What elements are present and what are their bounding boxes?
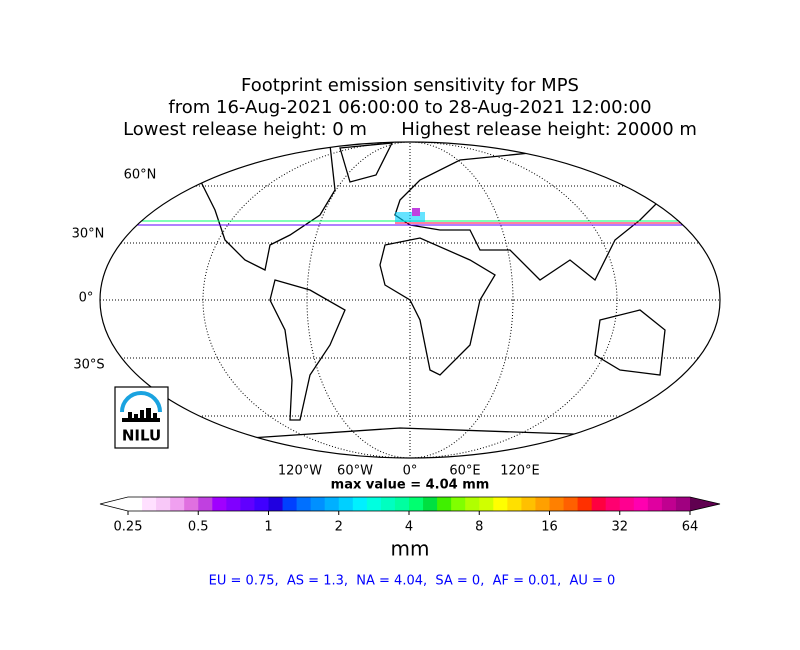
- lat-label: 30°N: [72, 227, 105, 242]
- lon-label: 60°W: [337, 464, 373, 479]
- lon-label: 60°E: [449, 464, 480, 479]
- colorbar-segment: [591, 497, 607, 511]
- colorbar-segment: [633, 497, 649, 511]
- greenland: [339, 142, 394, 183]
- colorbar-segment: [549, 497, 565, 511]
- colorbar-tick-label: 0.25: [114, 520, 143, 535]
- colorbar-segment: [493, 497, 508, 511]
- colorbar-segment: [465, 497, 480, 511]
- colorbar-tick-label: 1: [264, 520, 272, 535]
- colorbar-segment: [394, 497, 410, 511]
- map: [100, 142, 720, 458]
- footer-text: EU = 0.75, AS = 1.3, NA = 4.04, SA = 0, …: [209, 574, 616, 589]
- colorbar-segment: [366, 497, 382, 511]
- colorbar-segment: [296, 497, 312, 511]
- meridian: [306, 142, 514, 458]
- colorbar-tick-label: 4: [405, 520, 413, 535]
- colorbar-segment: [661, 497, 677, 511]
- colorbar-segment: [268, 497, 284, 511]
- colorbar-segment: [451, 497, 466, 511]
- title-line: Lowest release height: 0 m Highest relea…: [123, 119, 697, 140]
- lat-label: 0°: [79, 291, 94, 306]
- colorbar-tick-label: 16: [541, 520, 558, 535]
- colorbar-segment: [647, 497, 663, 511]
- colorbar-segment: [563, 497, 579, 511]
- colorbar-segment: [479, 497, 494, 511]
- map-border: [99, 141, 721, 459]
- colorbar-segment: [535, 497, 550, 511]
- colorbar-segment: [409, 497, 424, 511]
- colorbar-segment: [240, 497, 255, 511]
- footprint-streaks: [125, 208, 690, 226]
- colorbar-segment: [184, 497, 199, 511]
- colorbar-segment: [212, 497, 227, 511]
- title-line: Footprint emission sensitivity for MPS: [241, 75, 579, 96]
- colorbar-segment: [380, 497, 396, 511]
- colorbar-segment: [282, 497, 298, 511]
- colorbar-tick-label: 64: [682, 520, 699, 535]
- south-america: [269, 279, 346, 421]
- colorbar-segment: [170, 497, 185, 511]
- africa: [379, 237, 496, 376]
- title-line: from 16-Aug-2021 06:00:00 to 28-Aug-2021…: [168, 97, 651, 118]
- colorbar-segment: [254, 497, 269, 511]
- colorbar-tick-label: 2: [335, 520, 343, 535]
- colorbar-segment: [128, 497, 143, 511]
- colorbar-segment: [352, 497, 368, 511]
- lat-label: 30°S: [73, 358, 104, 373]
- colorbar-segment: [156, 497, 171, 511]
- colorbar-segment: [437, 497, 452, 511]
- colorbar-segment: [577, 497, 593, 511]
- lon-label: 0°: [403, 464, 418, 479]
- colorbar-segment: [507, 497, 522, 511]
- colorbar-segment: [142, 497, 157, 511]
- colorbar-label: mm: [391, 537, 430, 561]
- colorbar-segment: [619, 497, 635, 511]
- colorbar-under: [100, 497, 128, 511]
- lat-label: 60°N: [124, 168, 157, 183]
- colorbar-tick-label: 8: [475, 520, 483, 535]
- logo-text: NILU: [122, 427, 161, 445]
- colorbar-segment: [198, 497, 213, 511]
- max-value: max value = 4.04 mm: [331, 478, 490, 493]
- colorbar-segment: [605, 497, 621, 511]
- colorbar-segment: [310, 497, 326, 511]
- colorbar-segment: [675, 497, 691, 511]
- colorbar-tick-label: 0.5: [188, 520, 209, 535]
- colorbar-segment: [338, 497, 354, 511]
- colorbar-tick-label: 32: [611, 520, 628, 535]
- colorbar-segment: [521, 497, 536, 511]
- logo: NILU: [114, 386, 169, 449]
- colorbar-segment: [226, 497, 241, 511]
- graticule: [100, 142, 720, 458]
- colorbar-over: [690, 497, 720, 511]
- lon-label: 120°W: [278, 464, 322, 479]
- colorbar-segment: [324, 497, 340, 511]
- lon-label: 120°E: [500, 464, 540, 479]
- colorbar-segment: [423, 497, 438, 511]
- meridian: [202, 142, 618, 458]
- australia: [594, 309, 666, 376]
- colorbar: 0.25 0.5 1 2 4 8 16 32 64: [99, 496, 721, 535]
